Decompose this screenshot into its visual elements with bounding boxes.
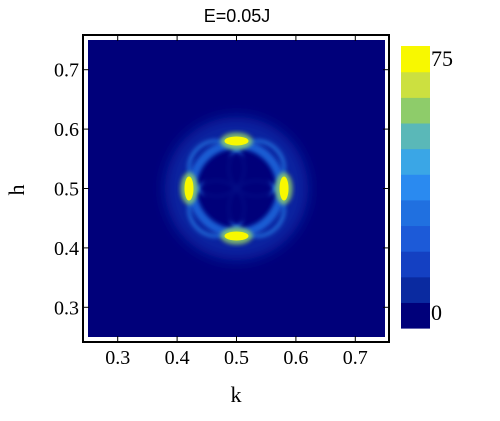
- x-tick-label: 0.5: [224, 347, 249, 369]
- heatmap-hotspot: [184, 176, 194, 201]
- colorbar-segment: [401, 225, 430, 252]
- heatmap-hotspot: [279, 176, 289, 201]
- colorbar-segment: [401, 97, 430, 124]
- x-tick-label: 0.3: [105, 347, 130, 369]
- colorbar-segment: [401, 276, 430, 303]
- x-axis-ticks: 0.3 0.4 0.5 0.6 0.7: [105, 35, 368, 369]
- colorbar-segment: [401, 46, 430, 73]
- colorbar-min-label: 0: [431, 300, 442, 325]
- y-tick-label: 0.7: [54, 60, 79, 82]
- y-tick-label: 0.5: [54, 179, 79, 201]
- colorbar-segment: [401, 122, 430, 150]
- colorbar-segment: [401, 148, 430, 175]
- heatmap-hotspot: [224, 136, 249, 146]
- colorbar-segment: [401, 251, 430, 278]
- heatmap-intensity-layer: [164, 116, 309, 261]
- chart-title: E=0.05J: [204, 6, 271, 26]
- colorbar-segment: [401, 71, 430, 98]
- colorbar-segment: [401, 174, 430, 201]
- colorbar: [401, 46, 430, 329]
- y-tick-label: 0.3: [54, 297, 79, 319]
- colorbar-segment: [401, 302, 430, 329]
- x-tick-label: 0.4: [165, 347, 190, 369]
- y-tick-label: 0.6: [54, 119, 79, 141]
- y-tick-label: 0.4: [54, 238, 79, 260]
- heatmap-halo: [164, 116, 309, 261]
- x-axis-label: k: [231, 382, 242, 407]
- colorbar-max-label: 75: [431, 46, 453, 71]
- y-axis-ticks: 0.7 0.6 0.5 0.4 0.3: [54, 60, 389, 319]
- heatmap-core: [201, 153, 272, 224]
- colorbar-segment: [401, 199, 430, 227]
- y-axis-label: h: [4, 185, 29, 196]
- x-tick-label: 0.6: [283, 347, 308, 369]
- heatmap-hotspot: [224, 231, 249, 241]
- x-tick-label: 0.7: [343, 347, 368, 369]
